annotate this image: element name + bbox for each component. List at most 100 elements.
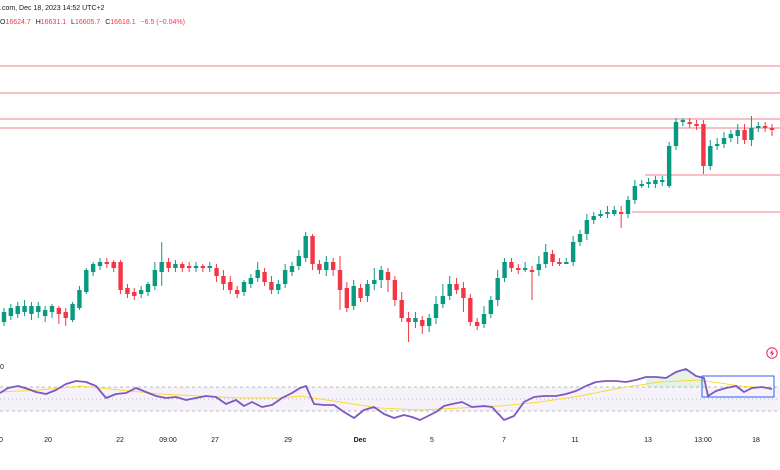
candle-bullish (570, 242, 576, 262)
candle-bearish (358, 288, 363, 298)
candle-bullish (605, 212, 610, 214)
candle-bullish (84, 270, 89, 292)
candle-bullish (440, 296, 446, 304)
x-tick-label: 5 (430, 437, 434, 444)
candle-bullish (173, 264, 178, 268)
candle-bullish (351, 286, 356, 306)
candle-bullish (49, 306, 55, 312)
x-tick-label: 13 (644, 437, 652, 444)
x-tick-label: 0 (0, 437, 3, 444)
candle-bullish (296, 256, 302, 266)
candle-bullish (138, 290, 144, 294)
candle-bullish (365, 284, 370, 296)
x-tick-label: 11 (571, 437, 579, 444)
candle-bearish (392, 280, 398, 300)
legend-header: .com, Dec 18, 2023 14:52 UTC+2 O16624.7 … (0, 0, 300, 38)
ohlc-values: O16624.7 H16631.1 L16605.7 C16618.1 −6.5… (0, 19, 185, 26)
candle-bearish (461, 288, 466, 298)
candle-bullish (646, 182, 651, 184)
low-value: 16605.7 (74, 19, 101, 26)
candle-bullish (8, 308, 14, 316)
candle-bearish (269, 282, 274, 290)
candle-bearish (63, 312, 68, 318)
candle-bullish (591, 216, 596, 220)
candle-bearish (200, 266, 206, 268)
high-label: H (35, 19, 41, 26)
candle-bearish (420, 320, 425, 326)
candle-bullish (97, 262, 103, 266)
x-tick-label: 13:00 (694, 437, 712, 444)
high-value: 16631.1 (40, 19, 67, 26)
rsi-overbought-fill (646, 369, 704, 387)
candle-bullish (639, 184, 644, 186)
x-tick-label: 7 (502, 437, 506, 444)
candlestick-series (1, 116, 775, 342)
candle-bullish (502, 262, 507, 278)
candle-bearish (214, 268, 219, 276)
candle-bullish (666, 146, 672, 186)
candle-bullish (77, 290, 82, 308)
candle-bullish (1, 312, 7, 322)
candle-bearish (468, 298, 473, 322)
candle-bearish (104, 262, 110, 264)
x-tick-label: 27 (211, 437, 219, 444)
candle-bearish (228, 282, 233, 290)
candle-bearish (111, 262, 116, 268)
x-tick-label: 20 (44, 437, 52, 444)
candle-bullish (36, 306, 41, 312)
candle-bearish (118, 262, 123, 290)
candle-bullish (564, 262, 569, 264)
candle-bullish (70, 304, 75, 320)
candle-bullish (522, 268, 528, 270)
candle-bullish (598, 214, 603, 216)
candle-bullish (577, 234, 583, 242)
candle-bullish (673, 122, 679, 146)
candle-bullish (714, 144, 720, 146)
x-tick-label: 09:00 (159, 437, 177, 444)
rsi-highlight-box (701, 375, 775, 398)
candle-bearish (337, 270, 343, 290)
close-label: C (105, 19, 111, 26)
candle-bullish (481, 314, 487, 324)
x-tick-label: Dec (353, 437, 367, 444)
candle-bullish (625, 200, 631, 214)
candle-bearish (406, 318, 411, 322)
candle-bullish (708, 146, 713, 166)
candle-bullish (653, 180, 658, 184)
candle-bearish (618, 212, 624, 214)
candle-bullish (721, 138, 727, 144)
candle-bullish (193, 266, 199, 268)
x-tick-label: 29 (284, 437, 292, 444)
candle-bullish (241, 282, 247, 292)
candle-bullish (543, 252, 548, 264)
candle-bullish (728, 134, 734, 138)
candle-bullish (303, 236, 308, 258)
candle-bearish (221, 276, 226, 284)
candle-bearish (550, 254, 555, 262)
candle-bullish (15, 306, 20, 314)
flash-icon[interactable] (766, 346, 778, 359)
candle-bullish (378, 270, 384, 280)
candle-bullish (255, 270, 260, 278)
candle-bullish (152, 270, 158, 286)
candle-bearish (125, 288, 130, 294)
candle-bullish (680, 120, 686, 122)
rsi-moving-average (0, 379, 773, 411)
candle-bullish (289, 266, 295, 272)
candle-bullish (159, 262, 164, 272)
candle-bearish (516, 268, 521, 270)
candle-bearish (344, 288, 350, 308)
candle-bullish (248, 278, 254, 284)
rsi-line (0, 368, 773, 421)
rsi-scale-label: 0 (0, 364, 4, 371)
candle-bearish (166, 262, 171, 268)
candle-bullish (488, 300, 494, 314)
candle-bullish (447, 284, 452, 296)
change-value: −6.5 (−0.04%) (140, 19, 185, 26)
candle-bearish (234, 290, 240, 294)
candle-bullish (22, 306, 27, 312)
candle-bullish (433, 304, 439, 318)
rsi-indicator (0, 368, 780, 421)
candle-bearish (399, 300, 404, 318)
